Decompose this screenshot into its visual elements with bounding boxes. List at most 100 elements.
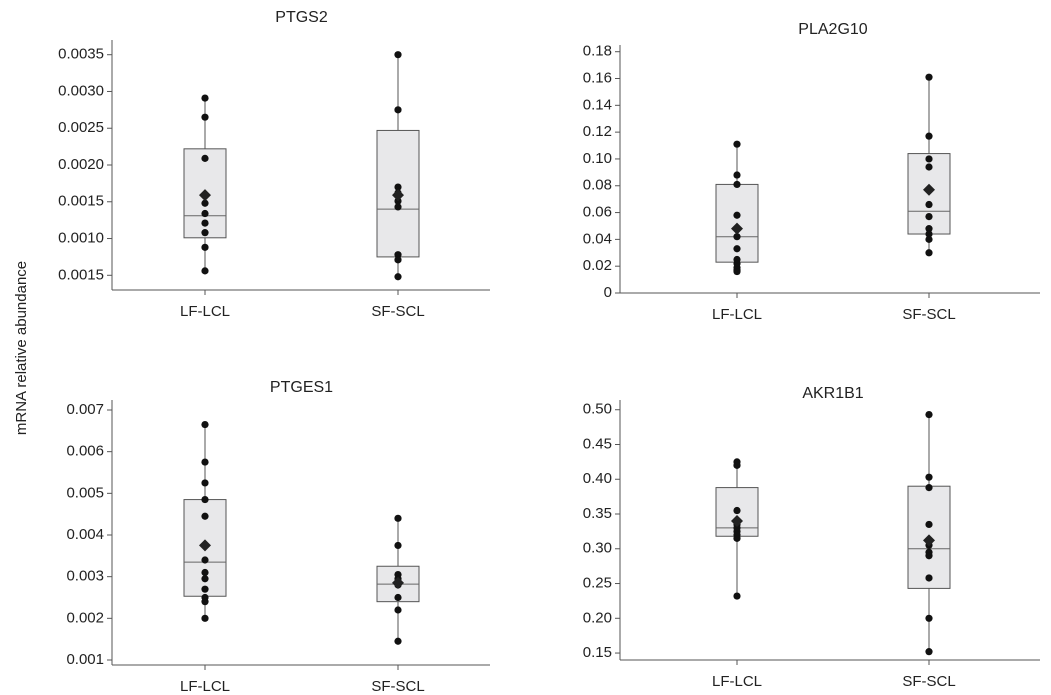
y-tick-label: 0.0010	[58, 229, 104, 246]
point	[733, 506, 741, 515]
y-tick-label: 0.14	[583, 96, 612, 113]
y-tick-label: 0.25	[583, 574, 612, 591]
point	[925, 155, 933, 163]
point	[201, 458, 209, 466]
mean	[392, 189, 404, 202]
point	[394, 203, 402, 211]
point	[201, 267, 209, 275]
x-tick-label: LF-LCL	[180, 303, 230, 320]
point	[733, 180, 741, 189]
y-tick-label: 0.0030	[58, 82, 104, 99]
point	[201, 219, 209, 227]
chart-title: AKR1B1	[802, 385, 863, 402]
y-tick-label: 0.001	[66, 651, 104, 668]
mean	[731, 222, 743, 235]
point	[925, 163, 933, 171]
point	[925, 235, 933, 243]
y-tick-label: 0.003	[66, 568, 104, 585]
point	[394, 541, 402, 550]
point	[394, 637, 402, 645]
point	[394, 106, 402, 114]
y-tick-label: 0.007	[66, 401, 104, 418]
mean	[731, 514, 743, 527]
point	[201, 199, 209, 207]
point	[201, 420, 209, 429]
y-tick-label: 0	[604, 284, 612, 301]
point	[925, 200, 933, 209]
point	[733, 245, 741, 253]
point	[201, 209, 209, 218]
y-tick-label: 0.06	[583, 204, 612, 221]
point	[733, 534, 741, 542]
point	[394, 256, 402, 264]
point	[201, 512, 209, 520]
chart-title: PTGS2	[275, 9, 328, 26]
point	[201, 598, 209, 606]
y-tick-label: 0.0020	[58, 156, 104, 173]
y-tick-label: 0.16	[583, 69, 612, 86]
point	[201, 568, 209, 577]
point	[925, 230, 933, 238]
y-tick-label: 0.50	[583, 401, 612, 418]
point	[201, 585, 209, 593]
x-tick-label: SF-SCL	[371, 678, 424, 695]
y-tick-label: 0.45	[583, 435, 612, 452]
point	[733, 171, 741, 179]
point	[925, 574, 933, 582]
y-tick-label: 0.005	[66, 484, 104, 501]
point	[925, 614, 933, 622]
x-tick-label: LF-LCL	[180, 678, 230, 695]
point	[925, 483, 933, 492]
point	[733, 211, 741, 219]
point	[394, 51, 402, 59]
point	[925, 648, 933, 656]
point	[925, 410, 933, 419]
mean	[923, 534, 935, 547]
point	[925, 132, 933, 140]
y-tick-label: 0.0015	[58, 266, 104, 283]
y-tick-label: 0.40	[583, 470, 612, 487]
point	[201, 614, 209, 622]
point	[733, 461, 741, 469]
y-axis-label: mRNA relative abundance	[13, 261, 30, 435]
point	[733, 140, 741, 148]
y-tick-label: 0.0015	[58, 193, 104, 210]
mean	[199, 189, 211, 202]
point	[201, 556, 209, 564]
point	[201, 575, 209, 583]
point	[394, 251, 402, 259]
chart-title: PTGES1	[270, 379, 333, 396]
y-tick-label: 0.12	[583, 123, 612, 140]
y-tick-label: 0.002	[66, 609, 104, 626]
point	[925, 552, 933, 560]
x-tick-label: LF-LCL	[712, 673, 762, 690]
y-tick-label: 0.006	[66, 443, 104, 460]
point	[733, 592, 741, 600]
x-tick-label: SF-SCL	[902, 673, 955, 690]
mean	[923, 183, 935, 196]
point	[394, 273, 402, 281]
chart-title: PLA2G10	[798, 21, 867, 38]
point	[394, 593, 402, 602]
y-tick-label: 0.04	[583, 230, 612, 247]
point	[201, 479, 209, 487]
y-tick-label: 0.15	[583, 644, 612, 661]
y-tick-label: 0.18	[583, 43, 612, 60]
point	[733, 233, 741, 241]
mean	[199, 539, 211, 552]
point	[925, 212, 933, 221]
point	[201, 495, 209, 504]
y-tick-label: 0.08	[583, 177, 612, 194]
y-tick-label: 0.004	[66, 526, 104, 543]
point	[925, 73, 933, 81]
y-tick-label: 0.20	[583, 609, 612, 626]
point	[201, 113, 209, 121]
point	[394, 514, 402, 522]
x-tick-label: SF-SCL	[902, 306, 955, 323]
point	[201, 243, 209, 251]
point	[925, 249, 933, 257]
point	[733, 267, 741, 276]
point	[925, 473, 933, 481]
y-tick-label: 0.10	[583, 150, 612, 167]
